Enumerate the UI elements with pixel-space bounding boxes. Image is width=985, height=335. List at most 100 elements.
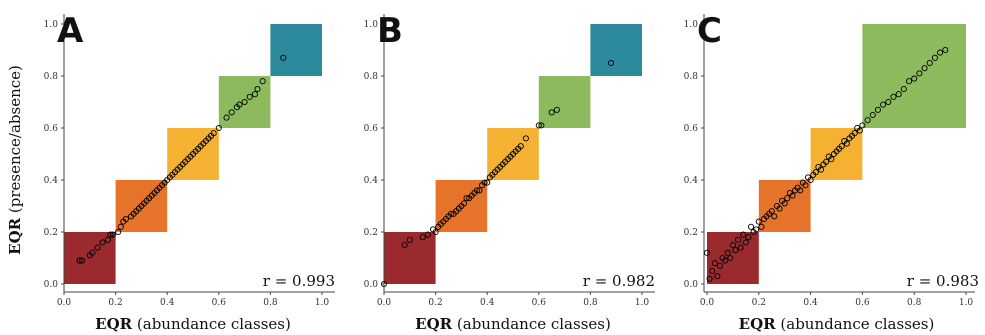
y-tick-label: 0.8 [44, 72, 59, 82]
data-point [747, 223, 755, 230]
data-point [517, 143, 524, 150]
x-tick-label: 1.0 [635, 298, 650, 308]
data-point [99, 239, 106, 246]
data-point [859, 122, 866, 129]
data-point [476, 187, 483, 194]
data-point [709, 267, 716, 275]
data-point [716, 262, 724, 269]
data-point [553, 106, 560, 113]
data-point [753, 226, 760, 233]
data-point [424, 231, 431, 238]
data-point [729, 241, 736, 249]
x-tick-label: 1.0 [315, 298, 330, 308]
data-point [911, 75, 918, 82]
x-axis-title-bold: EQR [415, 315, 452, 333]
data-point [706, 275, 713, 282]
y-tick-label: 0.4 [684, 176, 699, 186]
class-box [384, 232, 436, 284]
class-box [167, 128, 219, 180]
y-tick-label: 0.6 [44, 124, 59, 134]
data-point [735, 236, 742, 243]
data-point [732, 247, 739, 254]
x-tick-label: 0.8 [583, 298, 598, 308]
panel-c: 0.00.00.20.20.40.40.60.60.80.81.01.0Cr =… [684, 11, 979, 333]
data-point [703, 249, 711, 256]
data-point [823, 158, 830, 165]
class-box [590, 24, 642, 76]
data-point [548, 109, 555, 116]
x-axis-title: EQR (abundance classes) [415, 315, 611, 333]
data-point [419, 234, 426, 241]
x-axis-title: EQR (abundance classes) [739, 315, 935, 333]
x-tick-label: 0.6 [212, 298, 227, 308]
data-point [931, 54, 938, 61]
data-point [251, 91, 258, 98]
data-point [522, 135, 529, 142]
x-tick-label: 0.4 [480, 298, 495, 308]
x-axis-title-rest: (abundance classes) [132, 315, 291, 333]
panel-letter: A [57, 11, 84, 51]
data-point [776, 205, 783, 212]
y-tick-label: 0.6 [684, 124, 699, 134]
data-point [856, 127, 863, 134]
data-point [758, 223, 765, 230]
data-point [215, 124, 222, 132]
x-axis-title: EQR (abundance classes) [95, 315, 291, 333]
data-point [538, 122, 545, 129]
data-point [781, 200, 788, 207]
x-tick-label: 0.6 [855, 298, 870, 308]
data-point [727, 254, 734, 262]
data-point [104, 236, 111, 243]
data-point [740, 231, 747, 238]
data-point [107, 231, 114, 238]
data-point [843, 140, 850, 147]
correlation-label: r = 0.982 [583, 272, 655, 290]
panels-group: 0.0 0.0 0.2 0.2 0.4 0.4 0.6 0.6 0.8 0.8 1.0 1.0 Ar =… [44, 11, 979, 333]
data-point [768, 208, 775, 215]
x-tick-label: 0.2 [428, 298, 442, 308]
x-axis-title-bold: EQR [95, 315, 132, 333]
data-point [117, 223, 124, 230]
data-point [711, 260, 718, 267]
data-point [771, 213, 778, 220]
data-point [916, 70, 923, 77]
data-point [463, 195, 470, 202]
data-point [797, 187, 804, 194]
class-box [538, 76, 591, 128]
y-tick-label: 0.0 [44, 280, 59, 290]
data-point [937, 49, 944, 56]
y-tick-label: 0.8 [364, 72, 379, 82]
data-point [79, 257, 86, 264]
y-tick-label: 0.6 [364, 124, 379, 134]
panel-b: 0.00.00.20.20.40.40.60.60.80.81.01.0Br =… [364, 11, 655, 333]
x-tick-label: 0.6 [532, 298, 547, 308]
data-point [742, 239, 749, 246]
data-point [460, 200, 468, 207]
data-point [874, 106, 881, 113]
data-point [789, 192, 796, 199]
panel-letter: C [697, 11, 722, 51]
data-point [448, 210, 455, 217]
y-tick-label: 1.0 [684, 20, 699, 30]
correlation-label: r = 0.993 [263, 272, 335, 290]
data-point [817, 166, 825, 173]
data-point [607, 59, 615, 67]
data-point [246, 93, 253, 100]
data-point [807, 176, 814, 184]
y-tick-label: 0.0 [684, 280, 699, 290]
x-tick-label: 0.8 [907, 298, 922, 308]
x-tick-label: 0.4 [803, 298, 818, 308]
data-point [236, 101, 243, 108]
data-point [280, 54, 287, 61]
data-point [223, 114, 230, 121]
data-point [784, 195, 791, 202]
x-tick-label: 0.2 [752, 298, 766, 308]
data-point [401, 241, 408, 249]
data-point [722, 257, 729, 264]
data-point [900, 85, 907, 93]
x-axis-title-bold: EQR [739, 315, 776, 333]
y-tick-label: 0.4 [44, 176, 59, 186]
x-tick-label: 0.8 [263, 298, 278, 308]
data-point [921, 65, 928, 72]
